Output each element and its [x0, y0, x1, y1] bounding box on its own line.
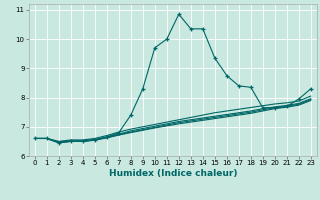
X-axis label: Humidex (Indice chaleur): Humidex (Indice chaleur)	[108, 169, 237, 178]
